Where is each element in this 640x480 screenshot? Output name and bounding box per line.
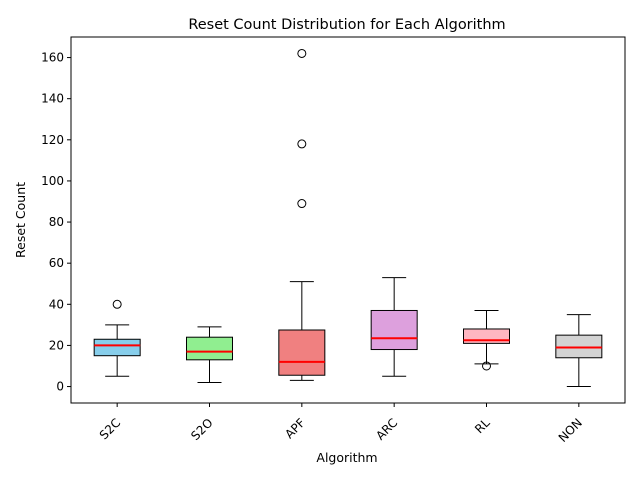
plot-frame [70, 36, 626, 404]
y-tick-label: 100 [41, 174, 64, 188]
box-s2c [93, 338, 141, 357]
y-tick-label: 80 [49, 215, 64, 229]
outlier-point-s2c [112, 299, 122, 309]
outlier-point-apf [297, 48, 307, 58]
chart-title: Reset Count Distribution for Each Algori… [188, 17, 505, 33]
y-tick-label: 120 [41, 133, 64, 147]
y-tick-label: 0 [56, 380, 64, 394]
outlier-point-apf [297, 139, 307, 149]
box-arc [370, 309, 418, 351]
plot-marks [93, 48, 603, 388]
x-axis-label: Algorithm [316, 450, 377, 465]
y-tick-label: 140 [41, 92, 64, 106]
box-non [555, 334, 603, 359]
outlier-point-rl [482, 361, 491, 371]
y-tick-label: 20 [49, 338, 64, 352]
outlier-point-apf [297, 199, 307, 209]
y-axis: 0 20 40 60 80 100 120 140 160 [41, 51, 71, 394]
y-tick-label: 40 [49, 297, 64, 311]
y-tick-label: 60 [49, 256, 64, 270]
box-apf [278, 329, 326, 376]
box-s2o [186, 336, 233, 361]
y-axis-label: Reset Count [13, 182, 28, 258]
y-tick-label: 160 [41, 51, 64, 65]
